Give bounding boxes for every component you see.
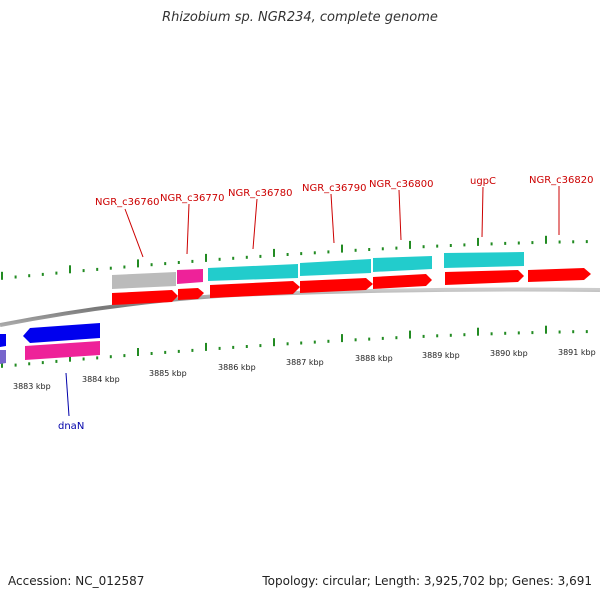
cds-arrow[interactable]: [178, 288, 204, 300]
cds-arrow[interactable]: [445, 270, 524, 285]
upper-tick-row: [1, 235, 588, 280]
gene-feature[interactable]: [373, 256, 432, 272]
cds-arrow[interactable]: [210, 281, 300, 298]
gene-feature[interactable]: [444, 252, 524, 268]
scale-label: 3889 kbp: [422, 351, 460, 360]
gene-label[interactable]: NGR_c36780: [228, 188, 293, 199]
scale-label: 3887 kbp: [286, 358, 324, 367]
leader-line: [398, 189, 402, 241]
scale-label: 3890 kbp: [490, 349, 528, 358]
gene-feature[interactable]: [177, 269, 203, 284]
gene-feature[interactable]: [112, 272, 176, 289]
scale-labels: 3883 kbp 3884 kbp 3885 kbp 3886 kbp 3887…: [13, 348, 596, 391]
leader-line: [330, 193, 335, 244]
map-title: Rhizobium sp. NGR234, complete genome: [162, 10, 438, 25]
leader-line: [252, 198, 258, 250]
scale-label: 3884 kbp: [82, 375, 120, 384]
minus-gene-lane: [0, 323, 100, 364]
scale-label: 3883 kbp: [13, 382, 51, 391]
gene-feature[interactable]: [0, 334, 6, 347]
leader-line: [481, 186, 484, 238]
scale-label: 3891 kbp: [558, 348, 596, 357]
minus-gene-labels: dnaN: [58, 372, 84, 432]
plus-gene-labels: NGR_c36760 NGR_c36770 NGR_c36780 NGR_c36…: [95, 175, 594, 258]
scale-label: 3885 kbp: [149, 369, 187, 378]
gene-feature[interactable]: [0, 350, 6, 364]
gene-label[interactable]: NGR_c36770: [160, 193, 225, 204]
gene-label[interactable]: NGR_c36760: [95, 197, 160, 208]
cds-arrow[interactable]: [373, 274, 432, 289]
cds-arrow[interactable]: [528, 268, 591, 282]
gene-label[interactable]: NGR_c36790: [302, 183, 367, 194]
gene-label[interactable]: dnaN: [58, 421, 84, 432]
lower-tick-row: [1, 325, 588, 368]
gene-label[interactable]: ugpC: [470, 176, 496, 187]
leader-line: [65, 372, 70, 417]
cds-arrow[interactable]: [300, 278, 373, 293]
gene-feature[interactable]: [25, 341, 100, 360]
genome-backbone: [0, 287, 600, 327]
scale-label: 3886 kbp: [218, 363, 256, 372]
scale-label: 3888 kbp: [355, 354, 393, 363]
gene-label[interactable]: NGR_c36800: [369, 179, 434, 190]
leader-line: [124, 208, 144, 258]
cds-arrow[interactable]: [112, 290, 178, 305]
gene-feature[interactable]: [208, 264, 298, 281]
genome-summary-text: Topology: circular; Length: 3,925,702 bp…: [262, 574, 592, 588]
plus-cds-lane: [112, 268, 591, 305]
gene-feature[interactable]: [300, 259, 371, 276]
accession-text: Accession: NC_012587: [8, 574, 145, 588]
cds-arrow[interactable]: [23, 323, 100, 343]
leader-line: [186, 203, 190, 255]
gene-label[interactable]: NGR_c36820: [529, 175, 594, 186]
plus-gene-lane: [112, 252, 524, 289]
